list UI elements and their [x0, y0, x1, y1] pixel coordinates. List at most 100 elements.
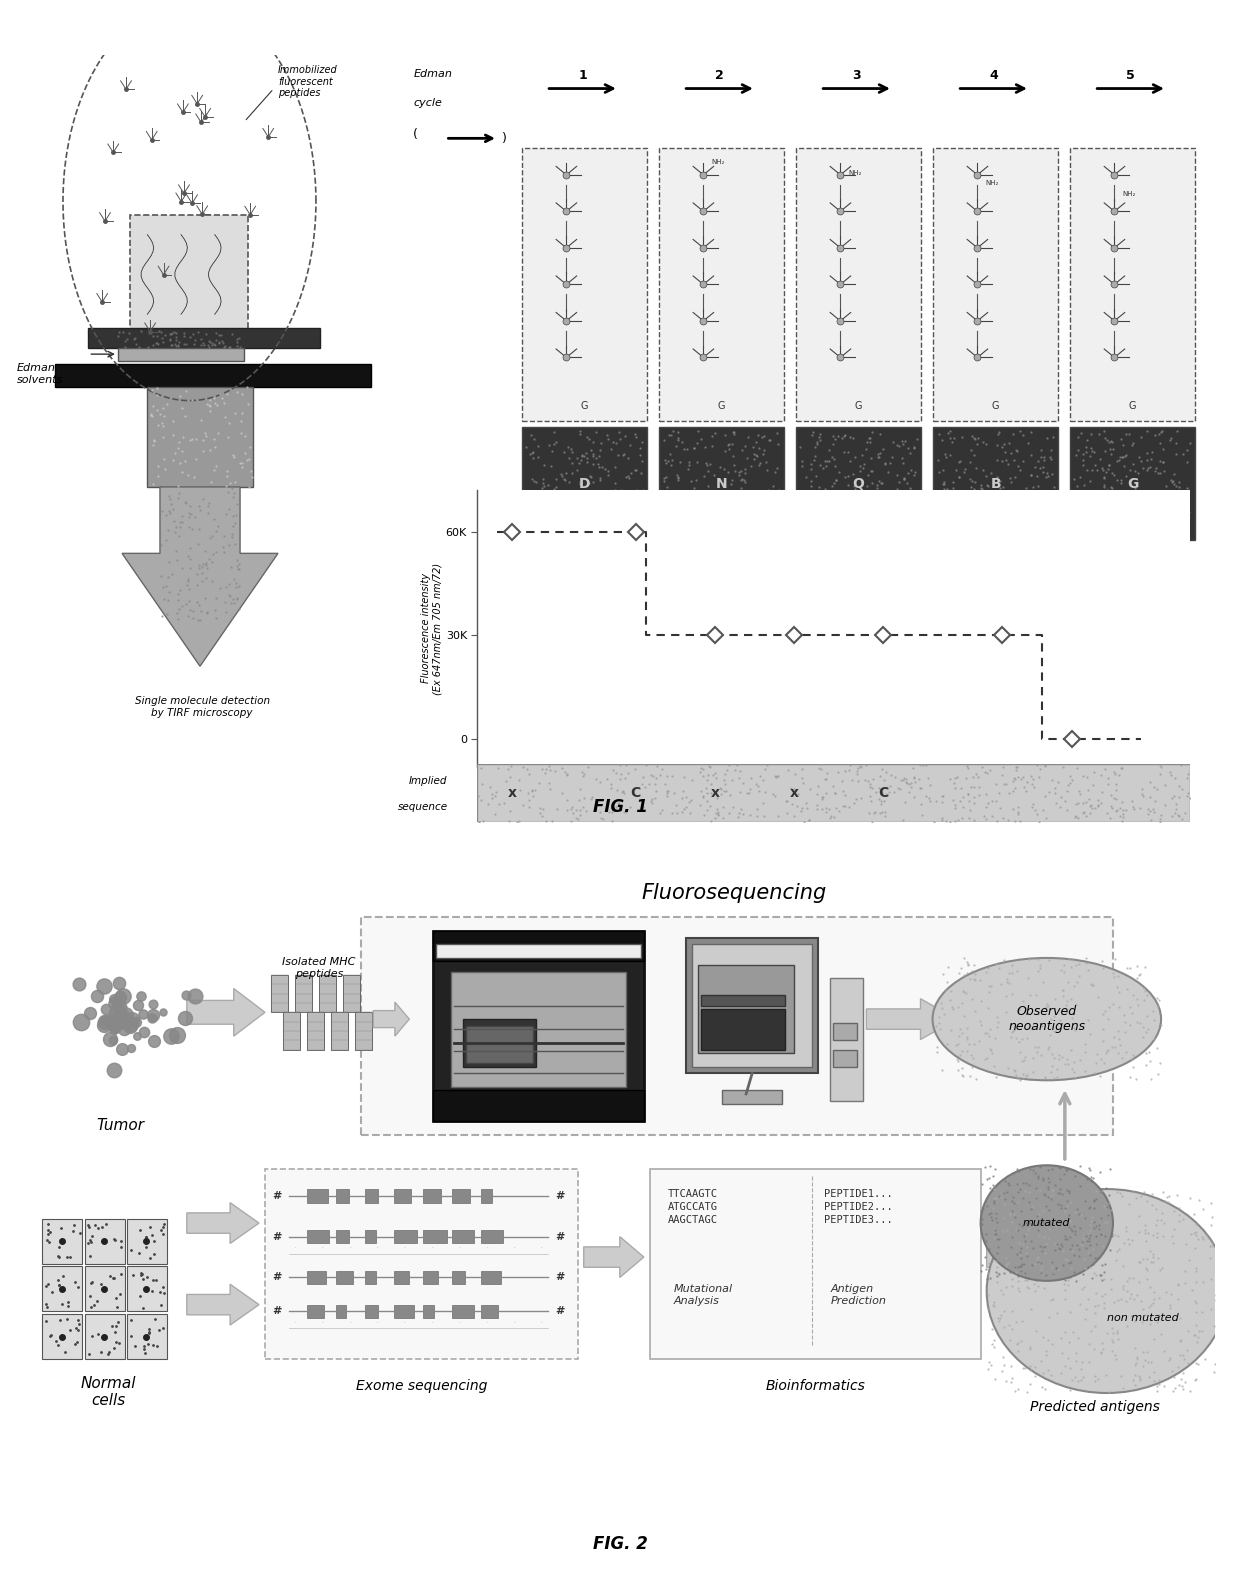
Text: #: # [556, 1306, 564, 1317]
Text: Antigen
Prediction: Antigen Prediction [831, 1284, 887, 1306]
Text: NH₂: NH₂ [986, 180, 999, 187]
Text: sequence: sequence [398, 803, 448, 813]
Text: .: . [321, 1244, 324, 1249]
Text: NH₂: NH₂ [1122, 191, 1136, 198]
Bar [464, 1020, 536, 1067]
Bar [42, 1219, 83, 1263]
Bar [366, 1304, 377, 1319]
Bar [118, 348, 244, 360]
Text: 3: 3 [852, 68, 861, 82]
Text: x: x [711, 786, 719, 800]
Bar [336, 1271, 353, 1284]
Bar [126, 1314, 166, 1360]
Bar [423, 1271, 438, 1284]
Text: Tumor: Tumor [97, 1118, 145, 1132]
Text: .: . [459, 1319, 460, 1325]
Text: NH₂: NH₂ [712, 158, 725, 164]
Bar [831, 979, 863, 1100]
Text: .: . [294, 1244, 296, 1249]
Text: .: . [486, 1244, 487, 1249]
Bar [423, 1230, 446, 1243]
Bar [126, 1219, 166, 1263]
Bar [481, 1189, 492, 1203]
Bar [88, 327, 320, 348]
Text: Exome sequencing: Exome sequencing [356, 1379, 487, 1393]
Bar [336, 1230, 350, 1243]
Ellipse shape [932, 958, 1161, 1080]
Text: Bioinformatics: Bioinformatics [765, 1379, 866, 1393]
Polygon shape [187, 1203, 259, 1243]
Bar [423, 1189, 441, 1203]
Bar [355, 1012, 372, 1050]
Text: Edman: Edman [413, 68, 453, 79]
Bar [308, 1271, 326, 1284]
Bar [722, 1091, 782, 1104]
Bar [1070, 427, 1195, 541]
Text: .: . [541, 1319, 543, 1325]
Text: Predicted antigens: Predicted antigens [1030, 1399, 1159, 1413]
Text: PEPTIDE1...
PEPTIDE2...
PEPTIDE3...: PEPTIDE1... PEPTIDE2... PEPTIDE3... [825, 1189, 893, 1225]
Bar [796, 427, 921, 541]
Bar [833, 1023, 857, 1040]
Text: .: . [404, 1244, 405, 1249]
Text: C: C [631, 786, 641, 800]
Text: 4: 4 [990, 68, 998, 82]
Text: Fluorosequencing: Fluorosequencing [641, 884, 827, 903]
Bar [148, 387, 253, 487]
Bar [394, 1271, 409, 1284]
Bar [308, 1189, 329, 1203]
Text: G: G [1127, 476, 1138, 490]
Text: Immobilized
fluorescent
peptides: Immobilized fluorescent peptides [278, 65, 337, 98]
Bar [366, 1230, 376, 1243]
Bar [42, 1314, 83, 1360]
Text: G: G [580, 400, 588, 411]
Text: .: . [348, 1319, 351, 1325]
Text: #: # [556, 1232, 564, 1241]
Text: Mutational
Analysis: Mutational Analysis [675, 1284, 733, 1306]
Bar [436, 944, 641, 958]
Text: 1: 1 [578, 68, 587, 82]
Bar [934, 427, 1058, 541]
Text: .: . [377, 1319, 378, 1325]
Bar [453, 1271, 465, 1284]
Bar [423, 1304, 434, 1319]
Bar [42, 1266, 83, 1312]
Polygon shape [187, 988, 265, 1036]
Text: Q: Q [853, 476, 864, 490]
Bar [934, 149, 1058, 421]
Bar [331, 1012, 348, 1050]
Text: N: N [715, 476, 728, 490]
Bar [272, 975, 288, 1012]
Bar [394, 1230, 417, 1243]
Polygon shape [187, 1284, 259, 1325]
Text: Isolated MHC
peptides: Isolated MHC peptides [283, 958, 356, 979]
Bar [434, 931, 644, 961]
Bar [451, 971, 626, 1088]
Bar [308, 1012, 324, 1050]
Text: ): ) [502, 131, 507, 145]
Text: .: . [459, 1244, 460, 1249]
Bar [692, 944, 812, 1067]
Polygon shape [987, 1236, 1059, 1277]
Text: mutated: mutated [1023, 1217, 1070, 1228]
Text: #: # [273, 1306, 281, 1317]
Bar [434, 1091, 644, 1121]
Bar [453, 1230, 475, 1243]
Bar [481, 1304, 498, 1319]
Text: Observed
neoantigens: Observed neoantigens [1008, 1006, 1085, 1032]
Bar [522, 149, 647, 421]
Bar [366, 1189, 378, 1203]
Text: .: . [432, 1244, 433, 1249]
Bar [796, 149, 921, 421]
Text: Normal
cells: Normal cells [81, 1375, 136, 1409]
Polygon shape [373, 1002, 409, 1036]
Text: .: . [486, 1319, 487, 1325]
Text: x: x [507, 786, 517, 800]
Text: .: . [294, 1319, 296, 1325]
Bar [434, 931, 644, 1121]
Bar [308, 1230, 330, 1243]
Bar [84, 1314, 124, 1360]
Bar [394, 1304, 414, 1319]
Text: Single molecule detection
by TIRF microscopy: Single molecule detection by TIRF micros… [135, 696, 269, 718]
Bar [481, 1271, 501, 1284]
